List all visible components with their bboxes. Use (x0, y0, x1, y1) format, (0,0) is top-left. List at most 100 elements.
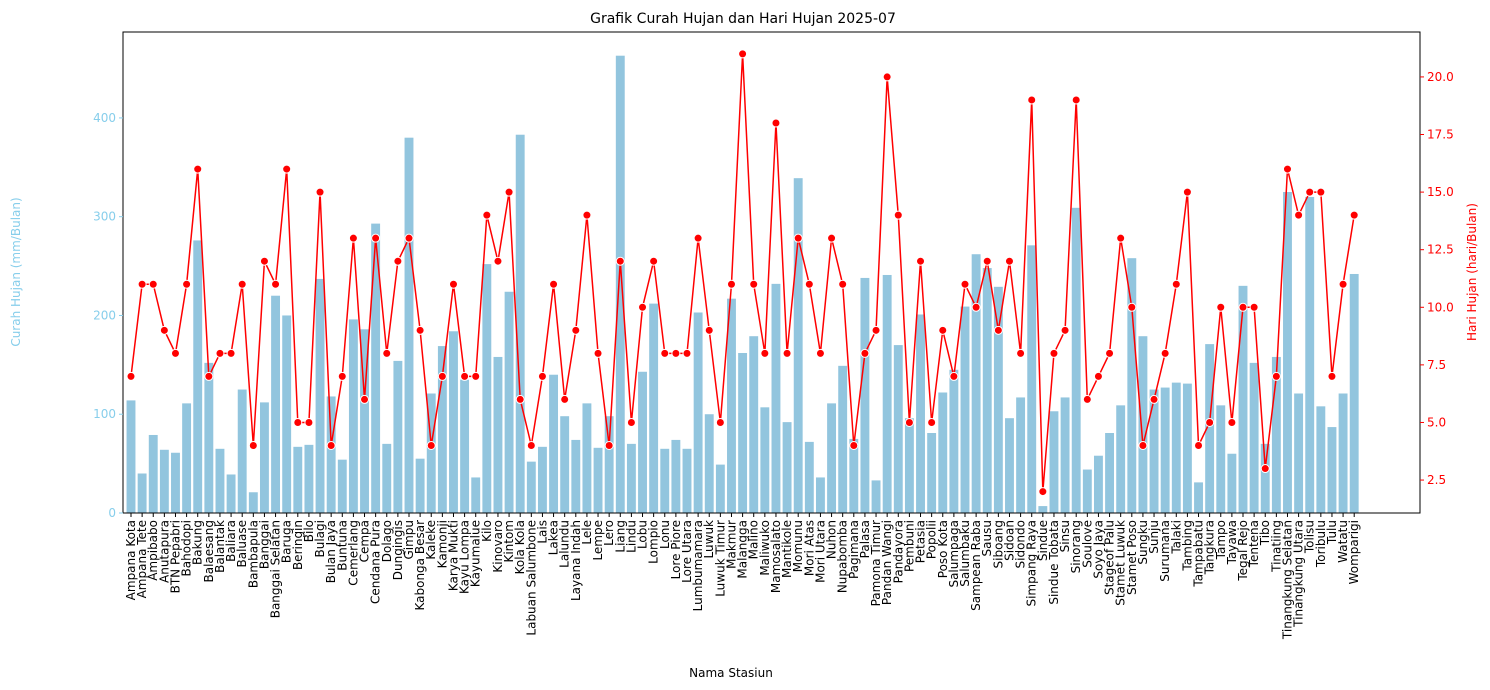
bar (904, 418, 914, 513)
line-marker (793, 233, 803, 243)
bar (1216, 405, 1226, 513)
x-tick-label: Anutapura (157, 520, 171, 583)
y2-tick-label: 20.0 (1427, 70, 1454, 84)
bar (593, 447, 603, 513)
bar (1038, 506, 1048, 513)
line-marker (226, 348, 236, 358)
bar (1338, 393, 1348, 513)
bar (171, 452, 180, 513)
bar (1093, 455, 1103, 513)
line-marker (526, 441, 536, 451)
x-tick-label: Mamosalato (769, 520, 783, 593)
x-tick-label: BTN Pepabri (168, 520, 182, 593)
line-marker (1060, 325, 1070, 335)
x-tick-label: Kinovaro (491, 520, 505, 573)
bar (560, 416, 570, 513)
x-tick-label: Makmur (724, 520, 738, 569)
x-tick-label: Momunu (791, 520, 805, 572)
line-marker (738, 49, 748, 59)
x-tick-label: Bahodopi (180, 520, 194, 576)
line-marker (1171, 279, 1181, 289)
x-tick-label: Lumbumamara (691, 520, 705, 611)
y2-tick-label: 5.0 (1427, 415, 1446, 429)
x-tick-label: Petasia (914, 520, 928, 563)
x-tick-label: Nupabomba (836, 520, 850, 593)
bar (938, 392, 948, 513)
x-tick-label: Lindu (624, 520, 638, 553)
line-marker (148, 279, 158, 289)
bar (360, 329, 369, 513)
x-tick-label: Siboang (991, 520, 1005, 569)
bar (704, 414, 714, 513)
line-marker (960, 279, 970, 289)
bar (638, 371, 647, 513)
bar (1060, 397, 1070, 513)
line-marker (1138, 441, 1148, 451)
line-marker (471, 371, 481, 381)
y2-tick-label: 15.0 (1427, 185, 1454, 199)
x-tick-label: Tibo (1258, 520, 1272, 546)
x-tick-label: Balaesang (202, 520, 216, 582)
line-marker (1249, 302, 1259, 312)
x-tick-label: Simpang Raya (1025, 520, 1039, 607)
line-marker (1238, 302, 1248, 312)
y-tick-label: 200 (93, 308, 116, 322)
x-tick-label: Tolisu (1303, 520, 1317, 554)
x-tick-label: Tangkura (1203, 520, 1217, 575)
bar (1082, 469, 1092, 513)
line-marker (371, 233, 381, 243)
bar (337, 459, 347, 513)
x-tick-label: Sungku (1136, 520, 1150, 565)
x-tick-label: Baluase (235, 520, 249, 568)
x-tick-label: Bakung (191, 520, 205, 565)
line-marker (293, 417, 303, 427)
x-tick-label: Mantikole (780, 520, 794, 578)
bar (1071, 207, 1081, 513)
y2-tick-label: 2.5 (1427, 473, 1446, 487)
bar (849, 438, 859, 513)
bar (248, 492, 258, 513)
line-marker (982, 256, 992, 266)
bar (927, 432, 937, 513)
bar (871, 480, 881, 513)
bar (727, 298, 736, 513)
x-tick-label: Tulu (1325, 520, 1339, 545)
line-marker (715, 417, 725, 427)
bar (1160, 387, 1170, 513)
bar (782, 422, 792, 513)
line-marker (660, 348, 670, 358)
line-marker (1049, 348, 1059, 358)
line-marker (493, 256, 503, 266)
x-tick-label: Salumbaku (958, 520, 972, 587)
x-tick-label: Cemerlang (346, 520, 360, 586)
line-marker (426, 441, 436, 451)
line-marker (815, 348, 825, 358)
bar (771, 283, 781, 513)
bar (393, 360, 403, 513)
x-tick-label: Lero (602, 520, 616, 546)
line-marker (1016, 348, 1026, 358)
line-marker (271, 279, 281, 289)
line-marker (1305, 187, 1315, 197)
line-marker (437, 371, 447, 381)
bar (838, 365, 848, 513)
line-marker (582, 210, 592, 220)
bar (960, 306, 970, 513)
x-tick-label: Kayumalue (469, 520, 483, 587)
x-tick-label: Lobu (636, 520, 650, 549)
x-tick-label: Lele (580, 520, 594, 545)
line-marker (1071, 95, 1081, 105)
x-tick-label: Sindue Tobata (1047, 520, 1061, 605)
bar (271, 295, 281, 513)
line-marker (771, 118, 781, 128)
line-marker (137, 279, 147, 289)
x-tick-label: Pandan Wangi (880, 520, 894, 605)
plot-frame (122, 31, 1421, 514)
line-marker (204, 371, 214, 381)
line-marker (615, 256, 625, 266)
bar (804, 441, 814, 513)
x-tick-label: Dolago (380, 520, 394, 562)
line-marker (460, 371, 470, 381)
line-marker (537, 371, 547, 381)
line-marker (1082, 394, 1092, 404)
